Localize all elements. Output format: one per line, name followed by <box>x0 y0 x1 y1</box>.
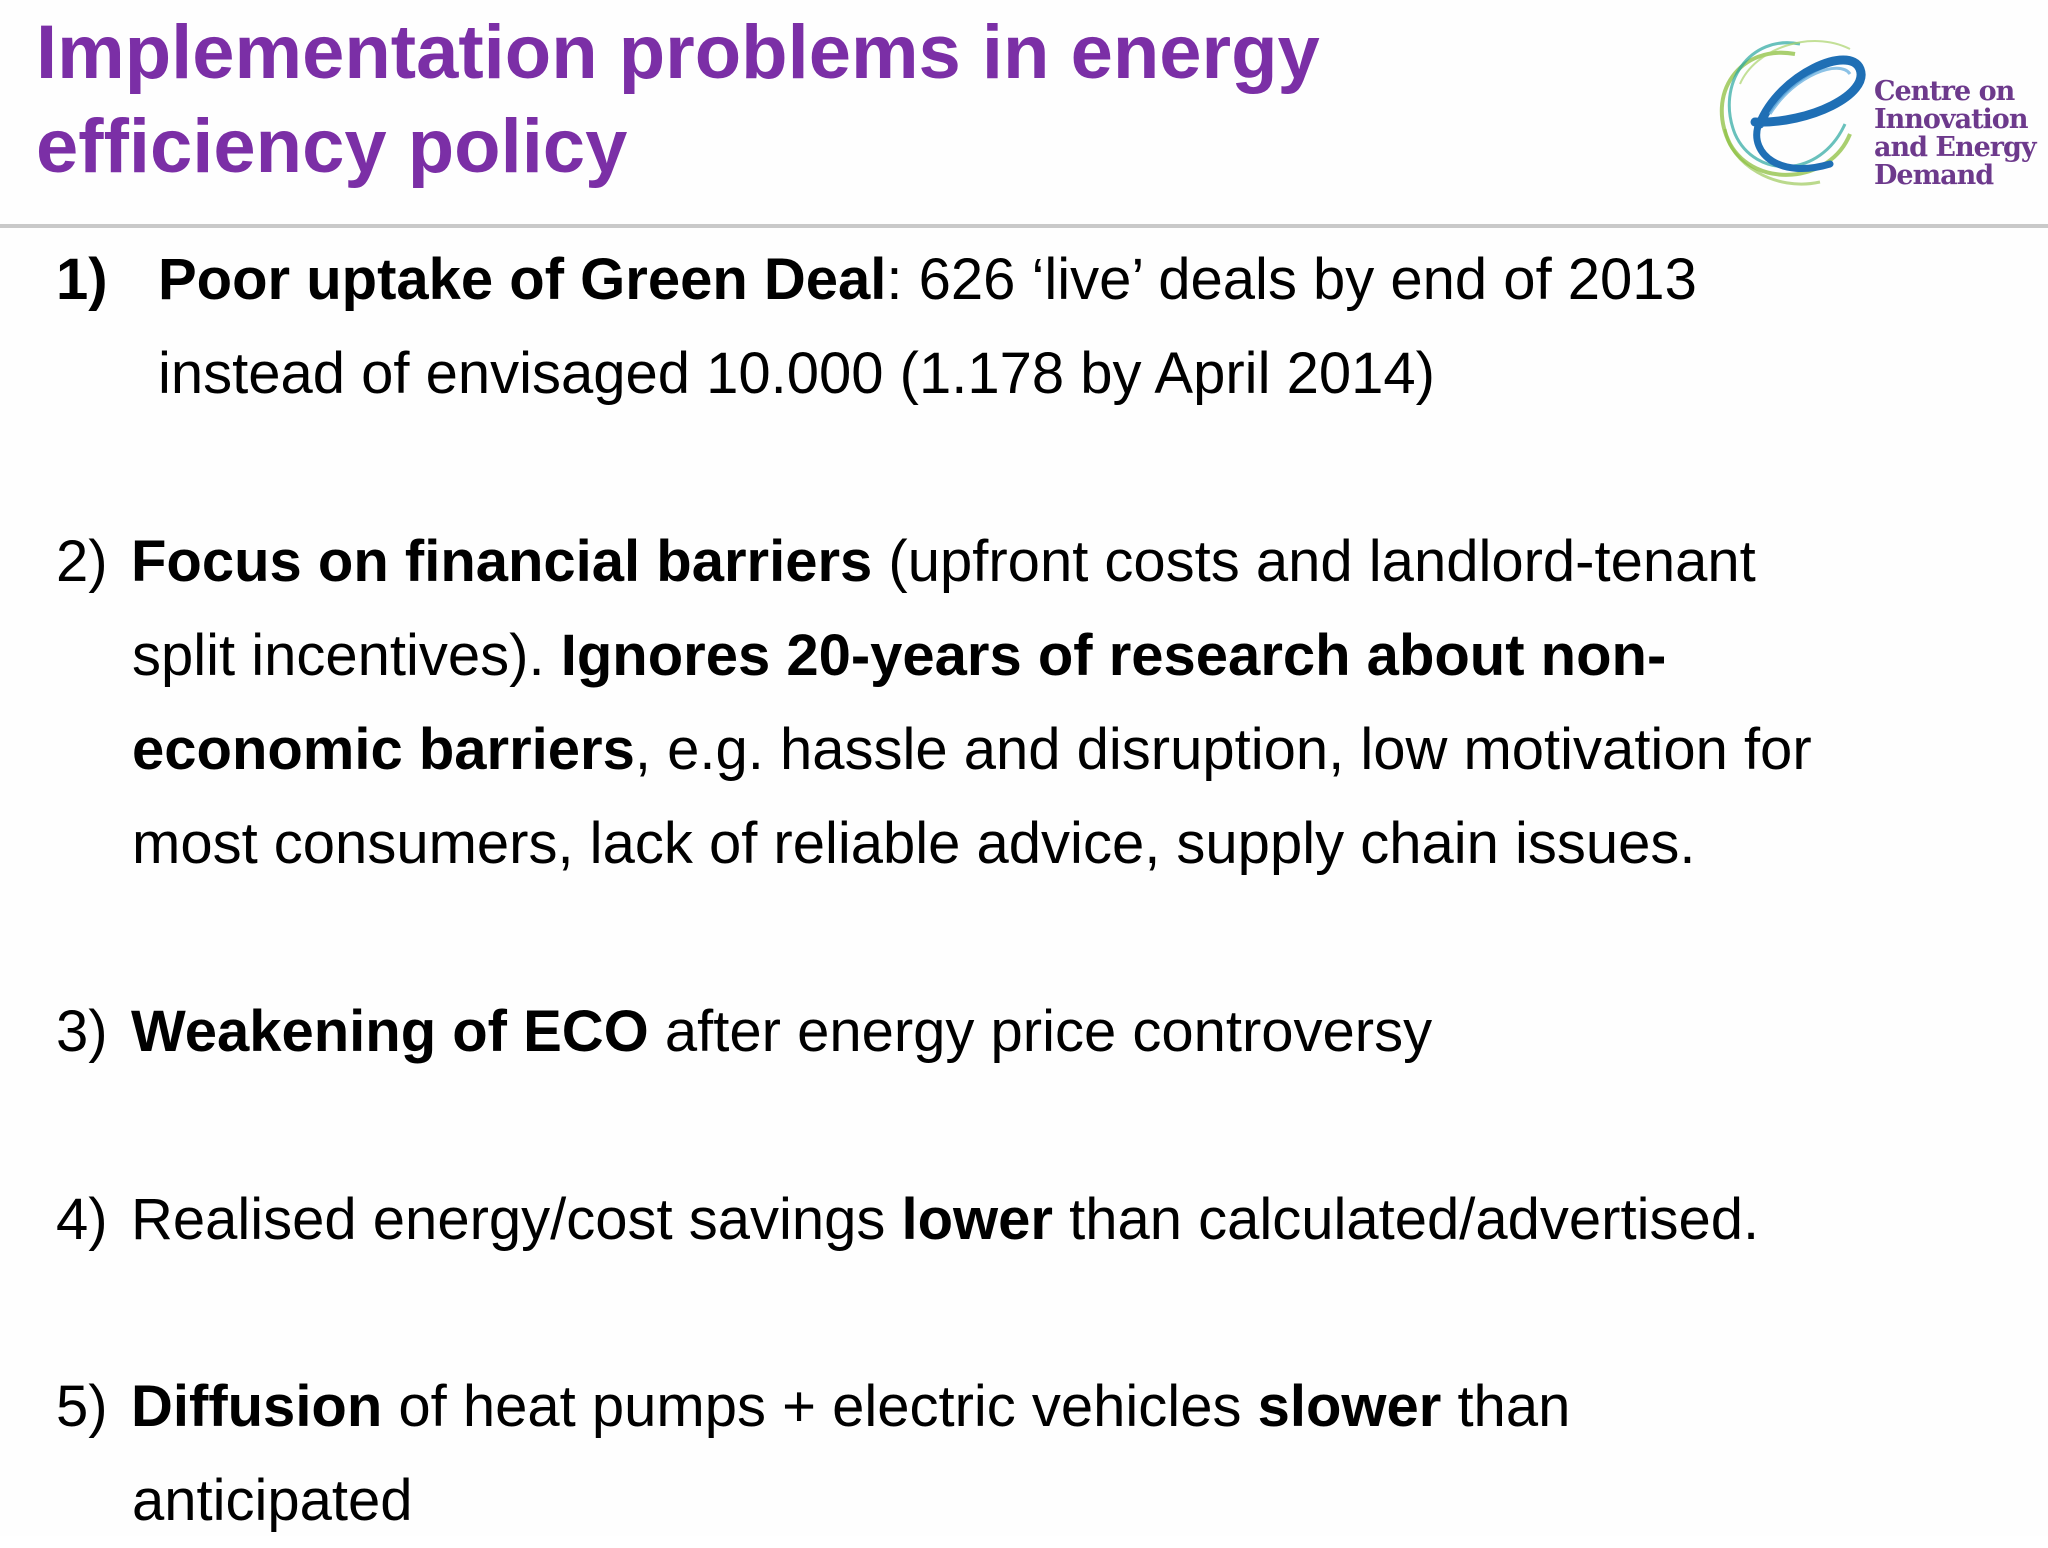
logo-text: Centre on Innovation and Energy Demand <box>1874 76 2037 191</box>
emphasis-text: Weakening of ECO <box>131 999 649 1064</box>
body-text: (upfront costs and landlord-tenant <box>872 529 1756 594</box>
list-item-number: 4) <box>56 1187 108 1252</box>
logo-text-line-4: Demand <box>1874 160 1994 191</box>
slide-title-line-1: Implementation problems in energy <box>36 10 1320 95</box>
list-item-number: 1) <box>56 247 108 312</box>
list-item-number: 2) <box>56 529 108 594</box>
list-item-line: split incentives). Ignores 20-years of r… <box>132 609 1666 703</box>
cied-logo: Centre on Innovation and Energy Demand <box>1700 14 2037 204</box>
body-text: split incentives). <box>132 623 561 688</box>
list-item-line: Realised energy/cost savings lower than … <box>131 1173 1759 1267</box>
body-text: than <box>1441 1374 1571 1439</box>
list-item-line: anticipated <box>132 1468 413 1533</box>
body-text: of heat pumps + electric vehicles <box>382 1374 1258 1439</box>
logo-text-line-3: and Energy <box>1874 132 2037 163</box>
body-text: than calculated/advertised. <box>1053 1187 1760 1252</box>
emphasis-text: Poor uptake of Green Deal <box>158 247 887 312</box>
list-item-line: Focus on financial barriers (upfront cos… <box>131 515 1756 609</box>
emphasis-text: Ignores 20-years of research about non- <box>560 623 1667 688</box>
slide-title-line-2: efficiency policy <box>36 104 628 189</box>
emphasis-text: economic barriers <box>132 717 635 782</box>
body-text: , e.g. hassle and disruption, low motiva… <box>634 717 1812 782</box>
list-item-number: 5) <box>56 1374 108 1439</box>
title-divider <box>0 224 2048 228</box>
slide-title: Implementation problems in energy effici… <box>36 6 1636 194</box>
list-item-line: Poor uptake of Green Deal: 626 ‘live’ de… <box>158 233 1697 327</box>
body-text: after energy price controversy <box>648 999 1433 1064</box>
list-item-line: economic barriers, e.g. hassle and disru… <box>132 703 1812 797</box>
emphasis-text: slower <box>1257 1374 1442 1439</box>
emphasis-text: Focus on financial barriers <box>131 529 873 594</box>
emphasis-text: lower <box>901 1187 1054 1252</box>
swirl-e-logo-icon <box>1719 40 1866 186</box>
logo-text-line-1: Centre on <box>1874 76 2015 107</box>
list-item-line: instead of envisaged 10.000 (1.178 by Ap… <box>158 341 1435 406</box>
emphasis-text: Diffusion <box>131 1374 383 1439</box>
body-text: : 626 ‘live’ deals by end of 2013 <box>886 247 1697 312</box>
list-item-line: Weakening of ECO after energy price cont… <box>131 985 1432 1079</box>
list-item-number: 3) <box>56 999 108 1064</box>
logo-text-line-2: Innovation <box>1874 104 2028 135</box>
list-item-line: Diffusion of heat pumps + electric vehic… <box>131 1360 1570 1454</box>
body-text: Realised energy/cost savings <box>131 1187 902 1252</box>
list-item-line: most consumers, lack of reliable advice,… <box>132 811 1696 876</box>
